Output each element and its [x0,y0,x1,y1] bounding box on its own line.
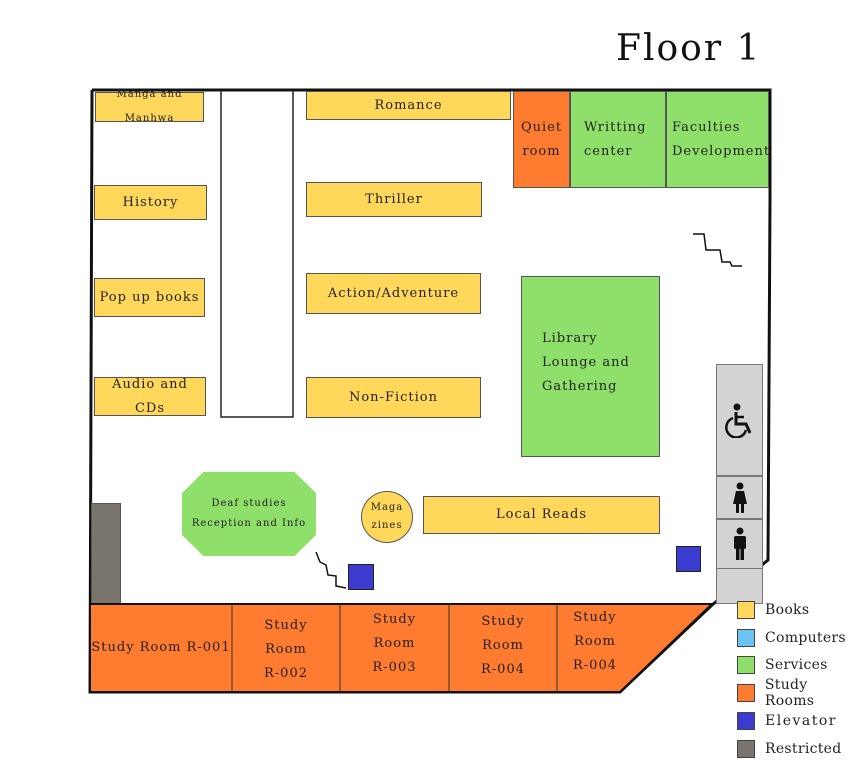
room-label: History [122,194,179,210]
room-label-line1: Faculties [672,119,741,135]
room-label-line1: Quiet [520,119,563,135]
wheelchair-icon [724,403,751,438]
room-label-line1: Library [542,331,598,346]
study-room-r002[interactable]: Study Room R-002 [232,608,340,692]
room-thriller[interactable]: Thriller [306,182,482,217]
legend-label: Elevator [765,713,837,729]
study-room-label: Study Room R-001 [91,640,231,655]
elevator-left[interactable] [348,564,374,590]
room-history[interactable]: History [94,185,207,220]
room-label: Pop up books [99,289,200,305]
room-label: Manga and Manhwa [116,89,183,124]
room-label: Local Reads [495,507,587,522]
room-label-line1: Maga [370,502,404,513]
study-room-label-line1: Study [481,614,525,629]
room-label-line2: Reception and Info [191,518,307,529]
study-room-label-line2: Room [373,636,416,651]
room-label-line2: center [584,143,633,159]
room-label: Audio and CDs [112,376,188,416]
legend-label: Computers [765,630,846,646]
room-label-line2: zines [371,520,403,531]
legend-item-study-rooms: Study Rooms [737,677,861,709]
man-icon [733,527,746,560]
room-label-line2: Lounge and [542,355,630,370]
stairs-icon [315,551,347,589]
room-nonfiction[interactable]: Non-Fiction [306,377,481,418]
room-label: Non-Fiction [348,389,438,405]
stairs-icon-2 [693,233,742,267]
room-quiet[interactable]: Quiet room [513,91,570,188]
room-label: Thriller [365,191,423,207]
room-label-line2: room [522,143,561,159]
study-room-label-line3: R-004 [481,662,525,677]
womens-restroom[interactable] [716,476,763,519]
study-room-label-line2: Room [574,634,616,649]
study-room-label-line1: Study [372,612,417,627]
room-lounge[interactable]: Library Lounge and Gathering [521,276,660,457]
legend-label: Study Rooms [764,677,815,709]
woman-icon [732,482,747,513]
elevator-right[interactable] [676,546,701,572]
legend-swatch-services [737,656,755,674]
legend-swatch-restricted [737,740,755,758]
legend-item-services: Services [737,655,828,675]
study-room-label-line1: Study [264,618,308,633]
room-magazines[interactable]: Maga zines [361,491,413,543]
room-label: Action/Adventure [327,285,460,301]
legend-label: Services [765,657,828,673]
study-room-label-line1: Study [573,610,617,625]
legend-item-elevator: Elevator [737,711,837,731]
room-writing-center[interactable]: Writting center [570,91,666,188]
study-room-label-line3: R-004 [573,658,617,673]
room-label: Romance [374,97,443,113]
accessible-restroom[interactable] [716,364,763,476]
legend-swatch-elevator [737,712,755,730]
legend-item-computers: Computers [737,628,846,648]
legend-swatch-computers [737,629,755,647]
study-room-r003[interactable]: Study Room R-003 [340,604,449,684]
room-action[interactable]: Action/Adventure [306,273,481,314]
room-deaf-studies[interactable]: Deaf studies Reception and Info [182,472,316,556]
legend-swatch-books [737,601,755,619]
room-manga[interactable]: Manga and Manhwa [95,89,204,124]
room-label-line1: Deaf studies [211,498,287,509]
study-room-label-line3: R-003 [372,660,417,675]
study-room-r004b[interactable]: Study Room R-004 [557,604,633,680]
room-romance[interactable]: Romance [306,91,511,120]
legend-swatch-study-rooms [737,684,755,702]
study-room-r001[interactable]: Study Room R-001 [90,604,232,692]
legend-item-books: Books [737,600,809,620]
legend-label: Books [765,602,810,618]
study-room-label-line2: Room [482,638,524,653]
study-room-label-line3: R-002 [264,666,308,681]
room-popup[interactable]: Pop up books [94,278,205,317]
shelf-divider [220,90,294,418]
legend-item-restricted: Restricted [737,739,842,759]
room-label-line2: Development [672,143,771,159]
room-audio[interactable]: Audio and CDs [94,377,206,416]
study-room-label-line2: Room [265,642,307,657]
mens-restroom[interactable] [716,519,763,569]
room-local-reads[interactable]: Local Reads [423,496,660,534]
study-room-r004a[interactable]: Study Room R-004 [449,606,557,686]
room-faculties[interactable]: Faculties Development [666,91,769,188]
legend-label: Restricted [765,741,842,757]
room-label-line3: Gathering [542,379,618,394]
room-label-line1: Writting [584,119,647,135]
restricted-area [91,503,121,604]
floor-title: Floor 1 [616,28,762,69]
